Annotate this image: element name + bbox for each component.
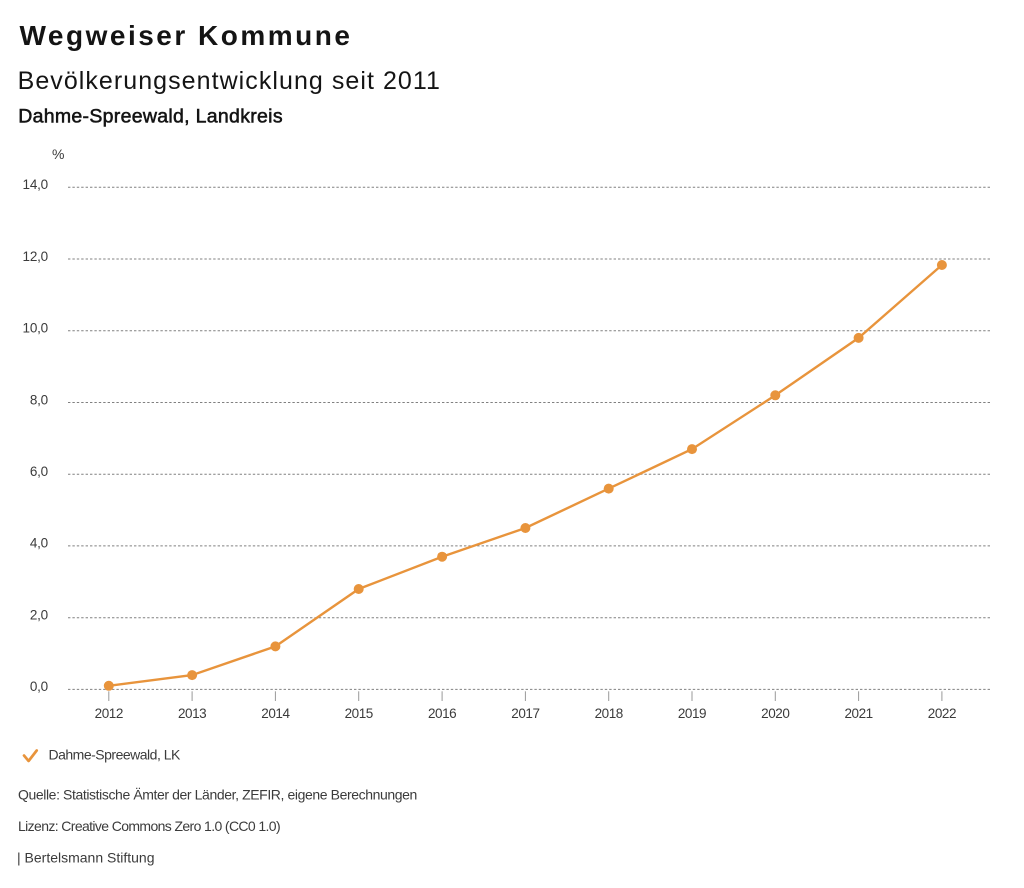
svg-text:4,0: 4,0 <box>30 536 48 551</box>
svg-text:2018: 2018 <box>595 706 623 721</box>
svg-text:2012: 2012 <box>95 706 123 721</box>
svg-text:2016: 2016 <box>428 706 456 721</box>
svg-text:2015: 2015 <box>345 706 373 721</box>
svg-text:10,0: 10,0 <box>23 321 48 336</box>
svg-text:0,0: 0,0 <box>30 679 48 694</box>
svg-text:2,0: 2,0 <box>30 608 48 623</box>
svg-text:8,0: 8,0 <box>30 392 48 407</box>
svg-text:%: % <box>52 146 64 162</box>
svg-text:Wegweiser Kommune: Wegweiser Kommune <box>20 20 353 51</box>
svg-text:Bevölkerungsentwicklung seit 2: Bevölkerungsentwicklung seit 2011 <box>18 67 441 95</box>
svg-text:6,0: 6,0 <box>30 464 48 479</box>
svg-text:| Bertelsmann Stiftung: | Bertelsmann Stiftung <box>17 849 154 865</box>
svg-text:12,0: 12,0 <box>23 249 48 264</box>
svg-text:2014: 2014 <box>261 706 290 721</box>
svg-text:Lizenz: Creative Commons Zero: Lizenz: Creative Commons Zero 1.0 (CC0 1… <box>18 818 280 834</box>
svg-text:2019: 2019 <box>678 706 706 721</box>
svg-text:14,0: 14,0 <box>23 177 48 192</box>
svg-text:Dahme-Spreewald, Landkreis: Dahme-Spreewald, Landkreis <box>18 105 283 127</box>
svg-text:2017: 2017 <box>511 706 539 721</box>
svg-text:2020: 2020 <box>761 706 789 721</box>
svg-text:2021: 2021 <box>844 706 872 721</box>
svg-text:2022: 2022 <box>928 706 956 721</box>
svg-text:Dahme-Spreewald, LK: Dahme-Spreewald, LK <box>49 747 182 763</box>
svg-text:Quelle: Statistische Ämter der: Quelle: Statistische Ämter der Länder, Z… <box>18 787 417 803</box>
svg-text:2013: 2013 <box>178 706 206 721</box>
